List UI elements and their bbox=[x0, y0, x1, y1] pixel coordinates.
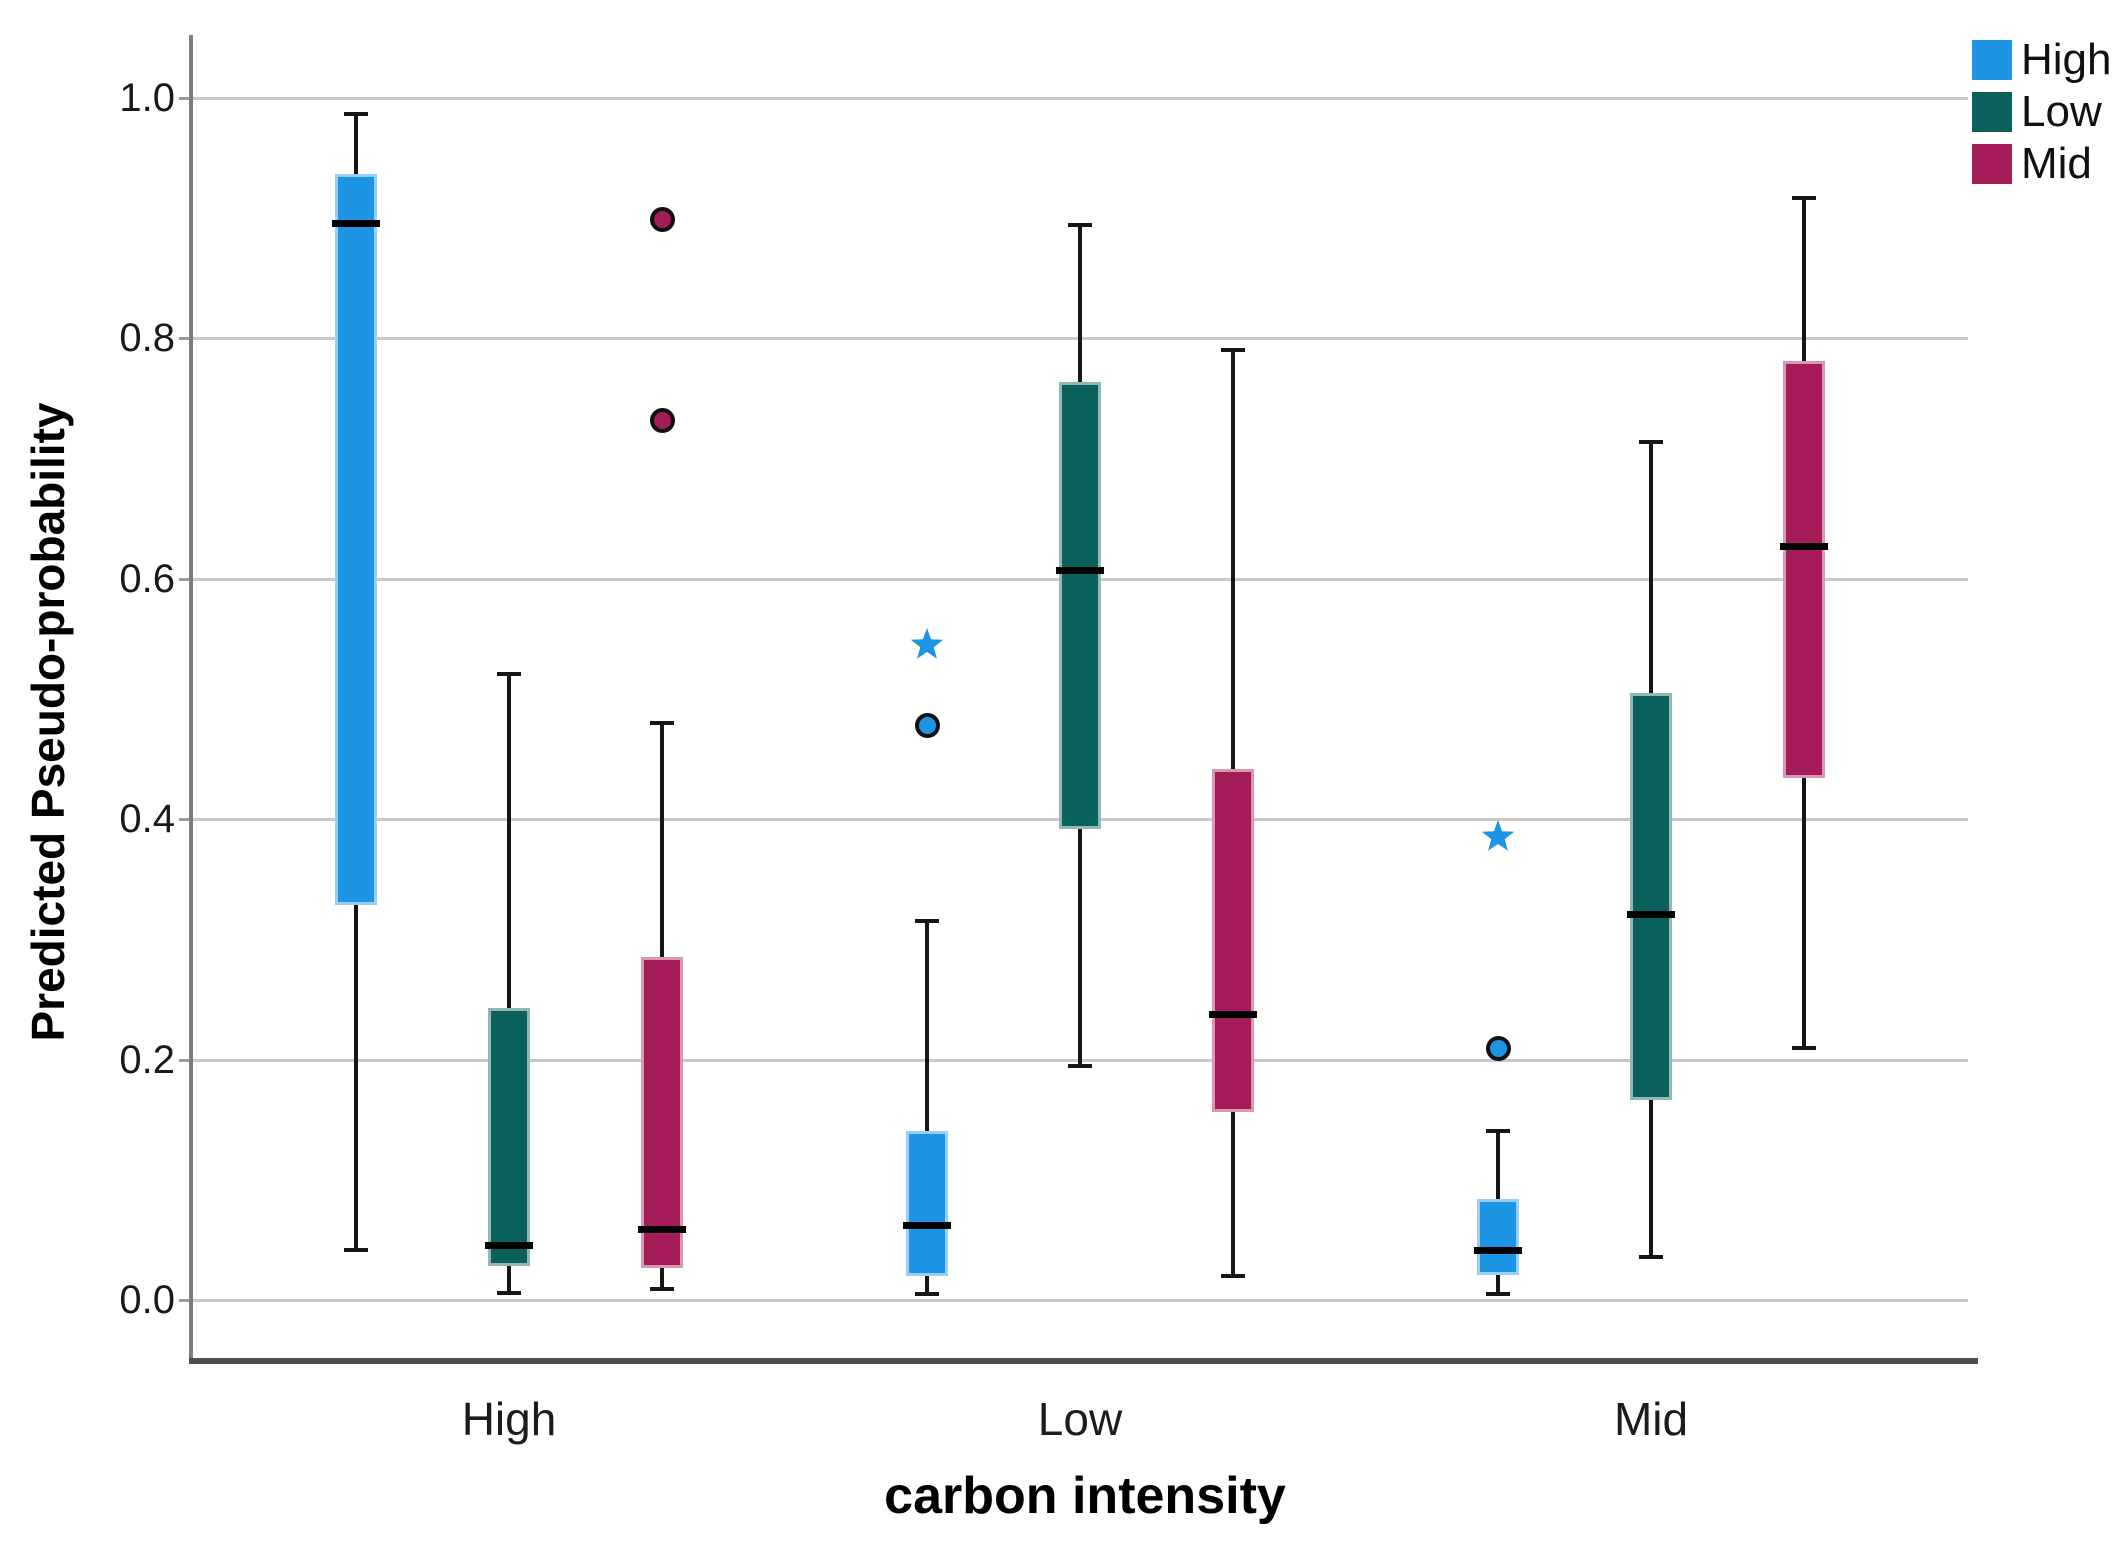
x-category-label: Mid bbox=[1613, 1393, 1689, 1445]
legend: High Low Mid bbox=[1972, 35, 2112, 188]
y-tick-label: 0.4 bbox=[119, 797, 175, 841]
box-iqr bbox=[1477, 1199, 1519, 1275]
extreme-value-marker bbox=[1480, 819, 1516, 860]
median-line bbox=[638, 1226, 686, 1233]
whisker-cap-top bbox=[1068, 223, 1092, 227]
median-line bbox=[1056, 567, 1104, 574]
whisker-cap-bottom bbox=[497, 1291, 521, 1295]
whisker-cap-bottom bbox=[650, 1287, 674, 1291]
whisker-cap-bottom bbox=[1792, 1046, 1816, 1050]
legend-label: High bbox=[2021, 35, 2112, 84]
y-tick bbox=[179, 578, 192, 581]
legend-entry: Mid bbox=[1972, 139, 2112, 188]
legend-swatch-icon bbox=[1972, 144, 2012, 184]
box-iqr bbox=[488, 1008, 530, 1266]
box-iqr bbox=[1212, 769, 1254, 1112]
y-tick-label: 0.2 bbox=[119, 1038, 175, 1082]
x-category-label: Low bbox=[1037, 1393, 1123, 1445]
box-iqr bbox=[1630, 693, 1672, 1100]
whisker-cap-top bbox=[650, 721, 674, 725]
y-tick bbox=[179, 1059, 192, 1062]
x-axis-title: carbon intensity bbox=[884, 1467, 1286, 1525]
y-tick bbox=[179, 337, 192, 340]
whisker-cap-top bbox=[1486, 1129, 1510, 1133]
median-line bbox=[1209, 1011, 1257, 1018]
y-tick bbox=[179, 1299, 192, 1302]
legend-label: Low bbox=[2021, 87, 2102, 136]
box-iqr bbox=[1059, 382, 1101, 829]
x-category-label: High bbox=[461, 1393, 557, 1445]
box-iqr bbox=[641, 957, 683, 1268]
y-tick-label: 0.8 bbox=[119, 316, 175, 360]
median-line bbox=[903, 1222, 951, 1229]
y-tick-label: 0.6 bbox=[119, 557, 175, 601]
x-axis-line bbox=[189, 1358, 1978, 1364]
gridline bbox=[192, 1299, 1968, 1302]
y-tick bbox=[179, 818, 192, 821]
whisker-cap-bottom bbox=[1639, 1255, 1663, 1259]
y-tick bbox=[179, 97, 192, 100]
median-line bbox=[485, 1242, 533, 1249]
whisker-cap-top bbox=[1639, 440, 1663, 444]
whisker-cap-bottom bbox=[344, 1248, 368, 1252]
y-tick-label: 1.0 bbox=[119, 76, 175, 120]
whisker-cap-bottom bbox=[1068, 1064, 1092, 1068]
whisker-cap-top bbox=[1221, 348, 1245, 352]
whisker-cap-top bbox=[1792, 196, 1816, 200]
legend-entry: Low bbox=[1972, 87, 2112, 136]
box-iqr bbox=[1783, 361, 1825, 778]
extreme-value-marker bbox=[909, 627, 945, 668]
whisker-line bbox=[507, 674, 511, 1293]
whisker-cap-top bbox=[497, 672, 521, 676]
median-line bbox=[1627, 911, 1675, 918]
outlier-marker bbox=[1486, 1036, 1511, 1061]
whisker-line bbox=[925, 921, 929, 1294]
outlier-marker bbox=[650, 408, 675, 433]
whisker-cap-top bbox=[915, 919, 939, 923]
legend-label: Mid bbox=[2021, 139, 2092, 188]
whisker-cap-bottom bbox=[1221, 1274, 1245, 1278]
gridline bbox=[192, 97, 1968, 100]
box-iqr bbox=[906, 1131, 948, 1276]
whisker-cap-bottom bbox=[915, 1292, 939, 1296]
whisker-cap-top bbox=[344, 112, 368, 116]
median-line bbox=[332, 220, 380, 227]
box-iqr bbox=[335, 174, 377, 905]
median-line bbox=[1474, 1247, 1522, 1254]
y-tick-label: 0.0 bbox=[119, 1278, 175, 1322]
outlier-marker bbox=[650, 207, 675, 232]
legend-swatch-icon bbox=[1972, 40, 2012, 80]
median-line bbox=[1780, 543, 1828, 550]
legend-entry: High bbox=[1972, 35, 2112, 84]
legend-swatch-icon bbox=[1972, 92, 2012, 132]
whisker-cap-bottom bbox=[1486, 1292, 1510, 1296]
y-axis-line bbox=[189, 35, 193, 1364]
outlier-marker bbox=[915, 713, 940, 738]
